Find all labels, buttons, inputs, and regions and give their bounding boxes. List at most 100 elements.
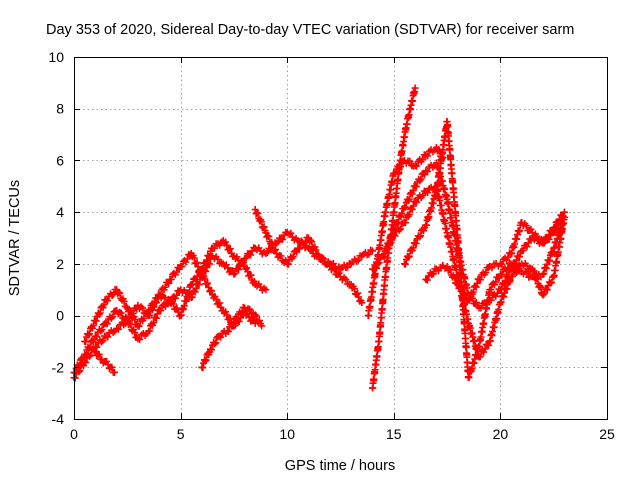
series-trace <box>242 264 258 287</box>
series-trace <box>413 187 428 206</box>
series-trace <box>443 121 462 241</box>
y-tick-label: 0 <box>56 308 64 324</box>
series-trace <box>233 303 247 323</box>
series-sat-h <box>364 144 447 320</box>
chart-title: Day 353 of 2020, Sidereal Day-to-day VTE… <box>46 22 574 38</box>
series-sat-k <box>400 118 566 382</box>
y-axis-label: SDTVAR / TECUs <box>7 180 23 296</box>
series-trace <box>519 235 535 254</box>
x-tick-label: 10 <box>279 426 295 442</box>
grid <box>74 57 607 419</box>
series-trace <box>295 234 311 253</box>
series-trace <box>124 319 141 341</box>
series-trace <box>221 261 236 276</box>
series-trace <box>338 274 353 288</box>
series-trace <box>242 244 258 262</box>
series-trace <box>317 254 332 269</box>
series-trace <box>403 88 419 128</box>
series-trace <box>444 232 461 279</box>
series-trace <box>497 276 514 306</box>
series-trace <box>220 238 237 260</box>
series-trace <box>104 286 119 305</box>
series-trace <box>210 292 226 315</box>
series-trace <box>284 247 301 268</box>
series-trace <box>509 261 524 275</box>
series-trace <box>114 288 130 310</box>
plot-frame <box>74 57 608 420</box>
series-trace <box>188 273 205 301</box>
series-trace <box>550 223 565 251</box>
series-trace <box>157 295 172 315</box>
series-trace <box>369 338 383 392</box>
series-trace <box>412 224 429 247</box>
series-trace <box>178 251 194 270</box>
series-trace <box>208 333 222 354</box>
series-sat-e <box>198 303 266 372</box>
series-trace <box>199 348 214 372</box>
series-trace <box>93 350 104 363</box>
data-points <box>70 84 568 392</box>
series-trace <box>71 360 87 382</box>
axis-ticks: 0 5 10 15 20 25 -4 -2 0 2 4 6 8 10 <box>48 49 615 442</box>
series-sat-f <box>251 206 366 307</box>
series-sat-b <box>70 237 270 382</box>
data-point <box>560 208 568 216</box>
series-trace <box>210 253 225 267</box>
series-trace <box>167 264 183 283</box>
series-trace <box>401 198 418 227</box>
series-trace <box>104 327 119 341</box>
series-trace <box>263 232 280 254</box>
series-trace <box>114 308 130 323</box>
series-sat-c <box>81 250 259 346</box>
series-trace <box>519 220 535 234</box>
series-trace <box>114 319 129 333</box>
series-trace <box>348 283 365 305</box>
series-trace <box>465 275 482 304</box>
series-trace <box>210 238 225 252</box>
series-trace <box>390 161 404 216</box>
series-trace <box>136 329 151 343</box>
series-trace <box>252 209 269 235</box>
series-trace <box>103 307 119 328</box>
series-trace <box>476 340 493 361</box>
series-trace <box>424 146 439 160</box>
series-trace <box>338 259 353 272</box>
series-trace <box>531 270 545 282</box>
series-trace <box>217 327 230 341</box>
y-tick-label: -2 <box>52 359 65 375</box>
series-trace <box>488 259 502 272</box>
series-trace <box>135 309 151 330</box>
series-trace <box>274 228 290 246</box>
series-trace <box>444 265 461 287</box>
series-trace <box>105 363 117 376</box>
series-trace <box>274 252 290 266</box>
series-sat-j <box>368 182 568 361</box>
x-tick-label: 20 <box>493 426 509 442</box>
series-trace <box>476 288 493 350</box>
series-trace <box>423 265 439 284</box>
series-sat-a <box>70 228 376 377</box>
series-trace <box>306 236 322 259</box>
series-trace <box>231 253 247 268</box>
series-trace <box>422 191 440 229</box>
series-trace <box>360 246 375 259</box>
series-trace <box>380 231 397 260</box>
y-tick-label: -4 <box>52 411 65 427</box>
series-trace <box>540 273 557 298</box>
x-tick-label: 5 <box>177 426 185 442</box>
series-trace <box>349 252 364 266</box>
y-tick-label: 8 <box>56 101 64 117</box>
x-tick-label: 0 <box>70 426 78 442</box>
series-trace <box>124 306 141 328</box>
series-trace <box>498 259 513 278</box>
series-trace <box>391 157 407 178</box>
series-trace <box>199 272 216 295</box>
y-tick-label: 2 <box>56 256 64 272</box>
series-trace <box>188 252 205 275</box>
series-trace <box>199 244 216 272</box>
y-tick-label: 10 <box>48 49 64 65</box>
series-trace <box>242 305 255 318</box>
series-trace <box>250 311 265 328</box>
series-trace <box>375 273 389 345</box>
x-tick-label: 15 <box>386 426 402 442</box>
